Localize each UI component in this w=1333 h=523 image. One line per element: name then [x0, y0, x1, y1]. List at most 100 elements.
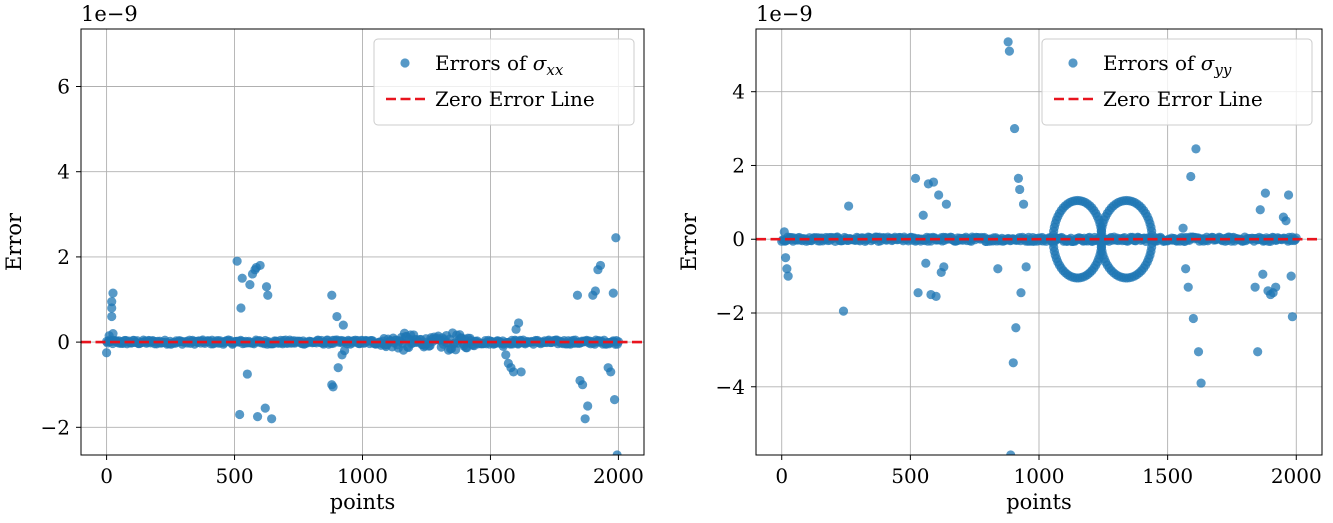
data-point — [1183, 282, 1193, 292]
data-point — [1147, 238, 1157, 248]
data-point — [498, 341, 508, 351]
data-point — [782, 264, 792, 274]
y-tick-label: 6 — [57, 75, 70, 99]
y-tick-label: −2 — [41, 415, 70, 439]
x-tick-label: 1000 — [1014, 464, 1065, 488]
data-point — [1250, 282, 1260, 292]
data-point — [931, 291, 941, 301]
data-point — [1186, 171, 1196, 182]
chart-panel-1: 0 500 1000 1500 2000 −2 0 2 4 6 1e−9 points Error Err… — [2, 2, 645, 514]
data-point — [1018, 199, 1029, 209]
y-axis-label: Error — [677, 212, 701, 271]
data-point — [921, 258, 931, 268]
y-axis-label: Error — [2, 212, 26, 271]
x-tick-label: 500 — [215, 464, 253, 488]
x-tick-label: 1500 — [1142, 464, 1193, 488]
data-point — [934, 190, 944, 200]
legend: Errors of σyy Zero Error Line — [1041, 38, 1313, 126]
legend-box — [1041, 38, 1313, 126]
data-point — [1253, 347, 1263, 357]
legend-marker-scatter — [400, 58, 410, 68]
x-tick-label: 1000 — [337, 464, 388, 488]
legend-box — [373, 38, 635, 126]
data-point — [245, 280, 255, 290]
data-point — [1013, 173, 1024, 183]
data-point — [328, 382, 338, 392]
data-point — [779, 227, 789, 237]
legend-label-zero-line: Zero Error Line — [435, 87, 595, 111]
data-point — [1258, 269, 1268, 279]
data-point — [577, 380, 588, 390]
data-point — [1193, 347, 1204, 357]
data-point — [339, 346, 350, 356]
x-tick-label: 500 — [891, 464, 929, 488]
data-point — [1286, 271, 1296, 281]
data-point — [1283, 190, 1294, 200]
data-point — [1260, 188, 1270, 198]
y-tick-label: 2 — [732, 153, 745, 177]
data-point — [516, 367, 526, 377]
data-point — [612, 450, 622, 455]
legend-label-errors: Errors of σxx — [435, 51, 564, 79]
data-point — [595, 260, 606, 271]
x-axis-label: points — [330, 490, 396, 514]
data-point — [237, 273, 247, 283]
data-point — [580, 414, 590, 424]
data-point — [583, 401, 593, 411]
x-axis-label: points — [1006, 490, 1072, 514]
data-point — [572, 290, 583, 300]
data-point — [501, 350, 511, 360]
data-point — [332, 311, 342, 322]
data-point — [333, 363, 343, 373]
data-point — [242, 369, 252, 379]
data-point — [918, 210, 928, 220]
data-point — [928, 177, 939, 187]
data-point — [608, 288, 618, 298]
data-point — [780, 253, 791, 263]
data-point — [1015, 184, 1025, 195]
x-tick-label: 0 — [775, 464, 788, 488]
data-point — [101, 348, 112, 358]
data-point — [1003, 37, 1013, 47]
data-point — [108, 328, 118, 339]
x-tick-label: 2000 — [593, 464, 644, 488]
data-point — [1016, 288, 1026, 298]
data-point — [1021, 262, 1031, 272]
y-tick-label: 4 — [732, 80, 745, 104]
data-point — [783, 271, 793, 281]
data-point — [252, 412, 263, 422]
data-point — [1006, 450, 1016, 455]
data-point — [1004, 46, 1015, 56]
x-tick-label: 0 — [100, 464, 113, 488]
data-point — [844, 201, 854, 211]
data-point — [1009, 123, 1020, 134]
data-point — [1178, 223, 1188, 233]
data-point — [993, 264, 1003, 274]
data-point — [232, 256, 242, 266]
axis-offset-label: 1e−9 — [81, 2, 138, 26]
data-point — [235, 409, 245, 420]
plot-area — [81, 233, 644, 455]
data-point — [609, 395, 620, 405]
x-tick-label: 2000 — [1271, 464, 1322, 488]
data-point — [606, 367, 616, 377]
data-point — [261, 282, 272, 292]
data-point — [913, 288, 923, 298]
y-tick-label: −2 — [716, 301, 745, 325]
data-point — [508, 367, 519, 377]
data-point — [838, 306, 849, 316]
axis-offset-label: 1e−9 — [756, 2, 813, 26]
data-point — [1008, 358, 1018, 368]
data-point — [1191, 144, 1201, 154]
data-point — [236, 303, 246, 313]
data-point — [910, 173, 921, 183]
legend-label-errors: Errors of σyy — [1103, 51, 1232, 79]
data-point — [1011, 323, 1021, 333]
data-point — [590, 286, 600, 296]
data-point — [107, 297, 117, 307]
y-tick-label: −4 — [716, 375, 745, 399]
legend-marker-scatter — [1068, 58, 1078, 68]
data-point — [1271, 282, 1281, 292]
legend-label-zero-line: Zero Error Line — [1103, 87, 1263, 111]
data-point — [1181, 264, 1191, 274]
